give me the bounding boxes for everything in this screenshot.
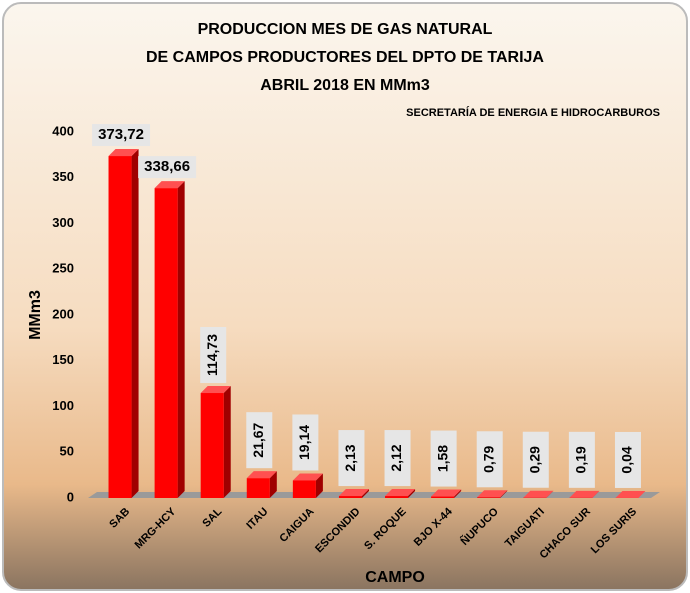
value-label: 0,19 [573,446,589,473]
chart-title: DE CAMPOS PRODUCTORES DEL DPTO DE TARIJA [146,49,544,66]
bar [339,496,362,498]
value-label: 0,79 [480,445,496,472]
value-label: 2,13 [342,444,358,471]
bar [247,478,270,498]
value-label: 114,73 [204,334,220,376]
chart-title: ABRIL 2018 EN MMm3 [260,77,430,94]
bar [109,156,132,498]
bar [293,480,316,498]
y-tick-label: 250 [52,261,74,276]
value-label: 338,66 [144,158,190,175]
bar-side [132,149,139,498]
bar [385,496,408,498]
bar [155,188,178,498]
bar [201,393,224,498]
y-tick-label: 400 [52,123,74,138]
value-label: 21,67 [250,422,266,457]
y-tick-label: 0 [67,489,74,504]
value-label: 373,72 [98,126,144,143]
x-axis-label: CAMPO [365,569,425,586]
bar [477,497,500,498]
y-tick-label: 350 [52,169,74,184]
y-tick-label: 100 [52,398,74,413]
y-tick-label: 150 [52,352,74,367]
value-label: 2,12 [388,444,404,471]
bar [431,497,454,498]
subtitle: SECRETARÍA DE ENERGIA E HIDROCARBUROS [406,106,660,119]
value-label: 1,58 [434,445,450,472]
chart: PRODUCCION MES DE GAS NATURAL DE CAMPOS … [0,0,690,593]
chart-title: PRODUCCION MES DE GAS NATURAL [198,21,493,38]
y-tick-label: 50 [60,444,74,459]
value-label: 0,29 [526,446,542,473]
value-label: 0,04 [619,446,635,473]
bar-side [178,181,185,498]
y-tick-label: 300 [52,215,74,230]
value-label: 19,14 [296,425,312,460]
y-axis-label: MMm3 [27,290,44,340]
bar-side [224,386,231,498]
y-tick-label: 200 [52,306,74,321]
